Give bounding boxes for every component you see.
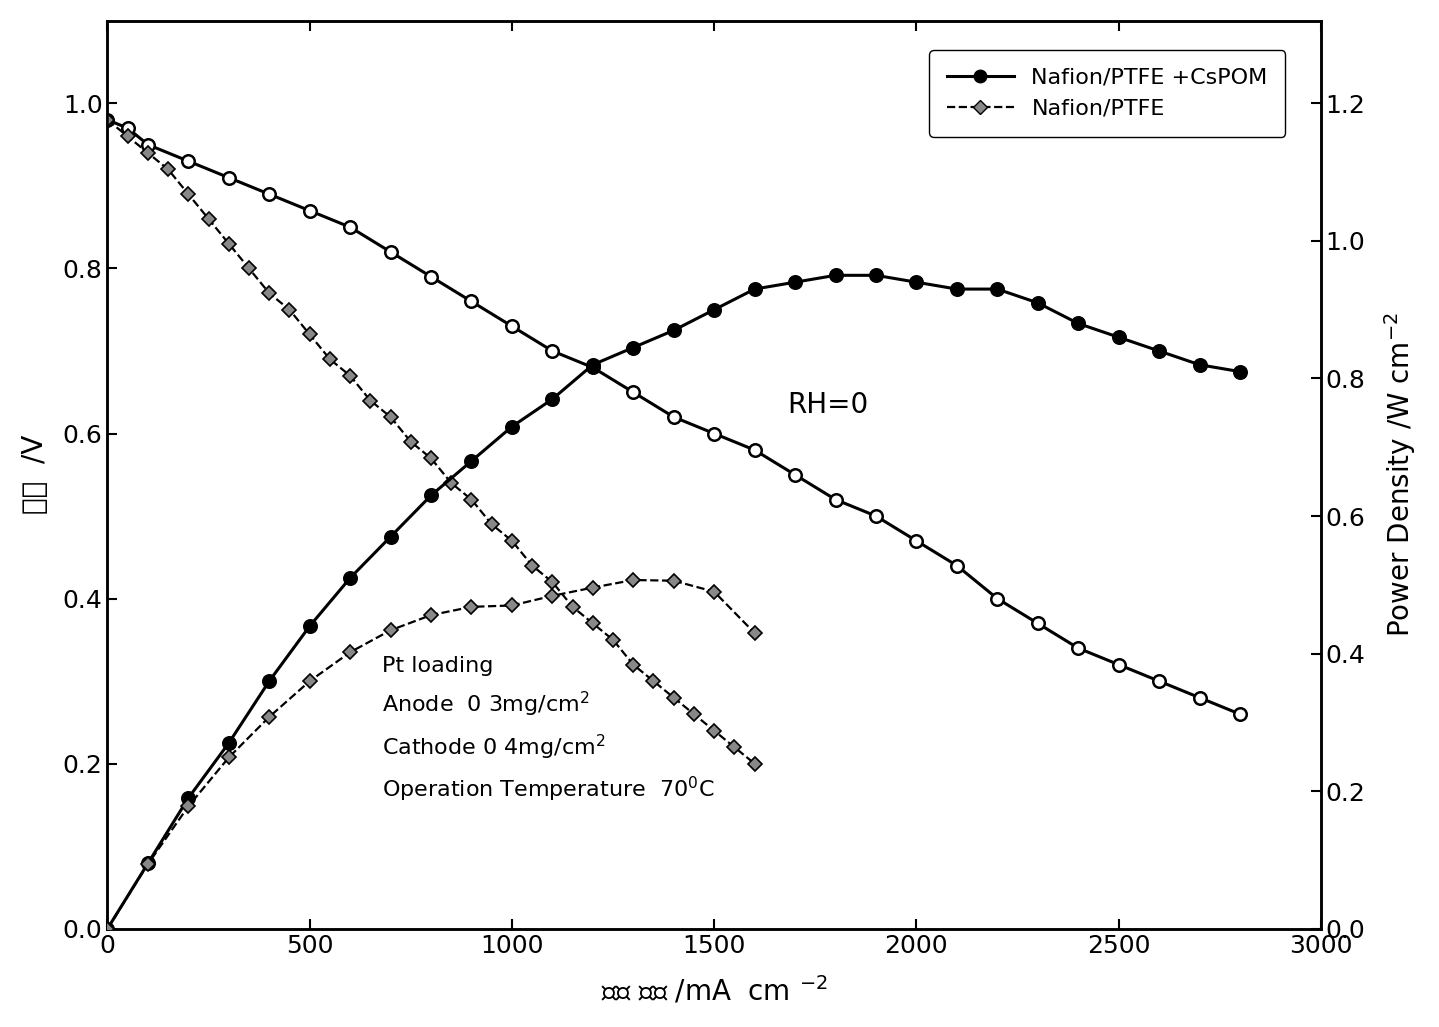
Legend: Nafion/PTFE +CsPOM, Nafion/PTFE: Nafion/PTFE +CsPOM, Nafion/PTFE <box>930 50 1285 137</box>
Y-axis label: 电压  /V: 电压 /V <box>20 435 49 515</box>
Text: RH=0: RH=0 <box>787 391 868 419</box>
Text: Pt loading
Anode  0 3mg/cm$^{2}$
Cathode 0 4mg/cm$^{2}$
Operation Temperature  7: Pt loading Anode 0 3mg/cm$^{2}$ Cathode … <box>383 656 715 804</box>
X-axis label: 电流 密度 /mA  cm$\ ^{-2}$: 电流 密度 /mA cm$\ ^{-2}$ <box>600 975 827 1006</box>
Y-axis label: Power Density /W cm$^{-2}$: Power Density /W cm$^{-2}$ <box>1383 312 1419 637</box>
